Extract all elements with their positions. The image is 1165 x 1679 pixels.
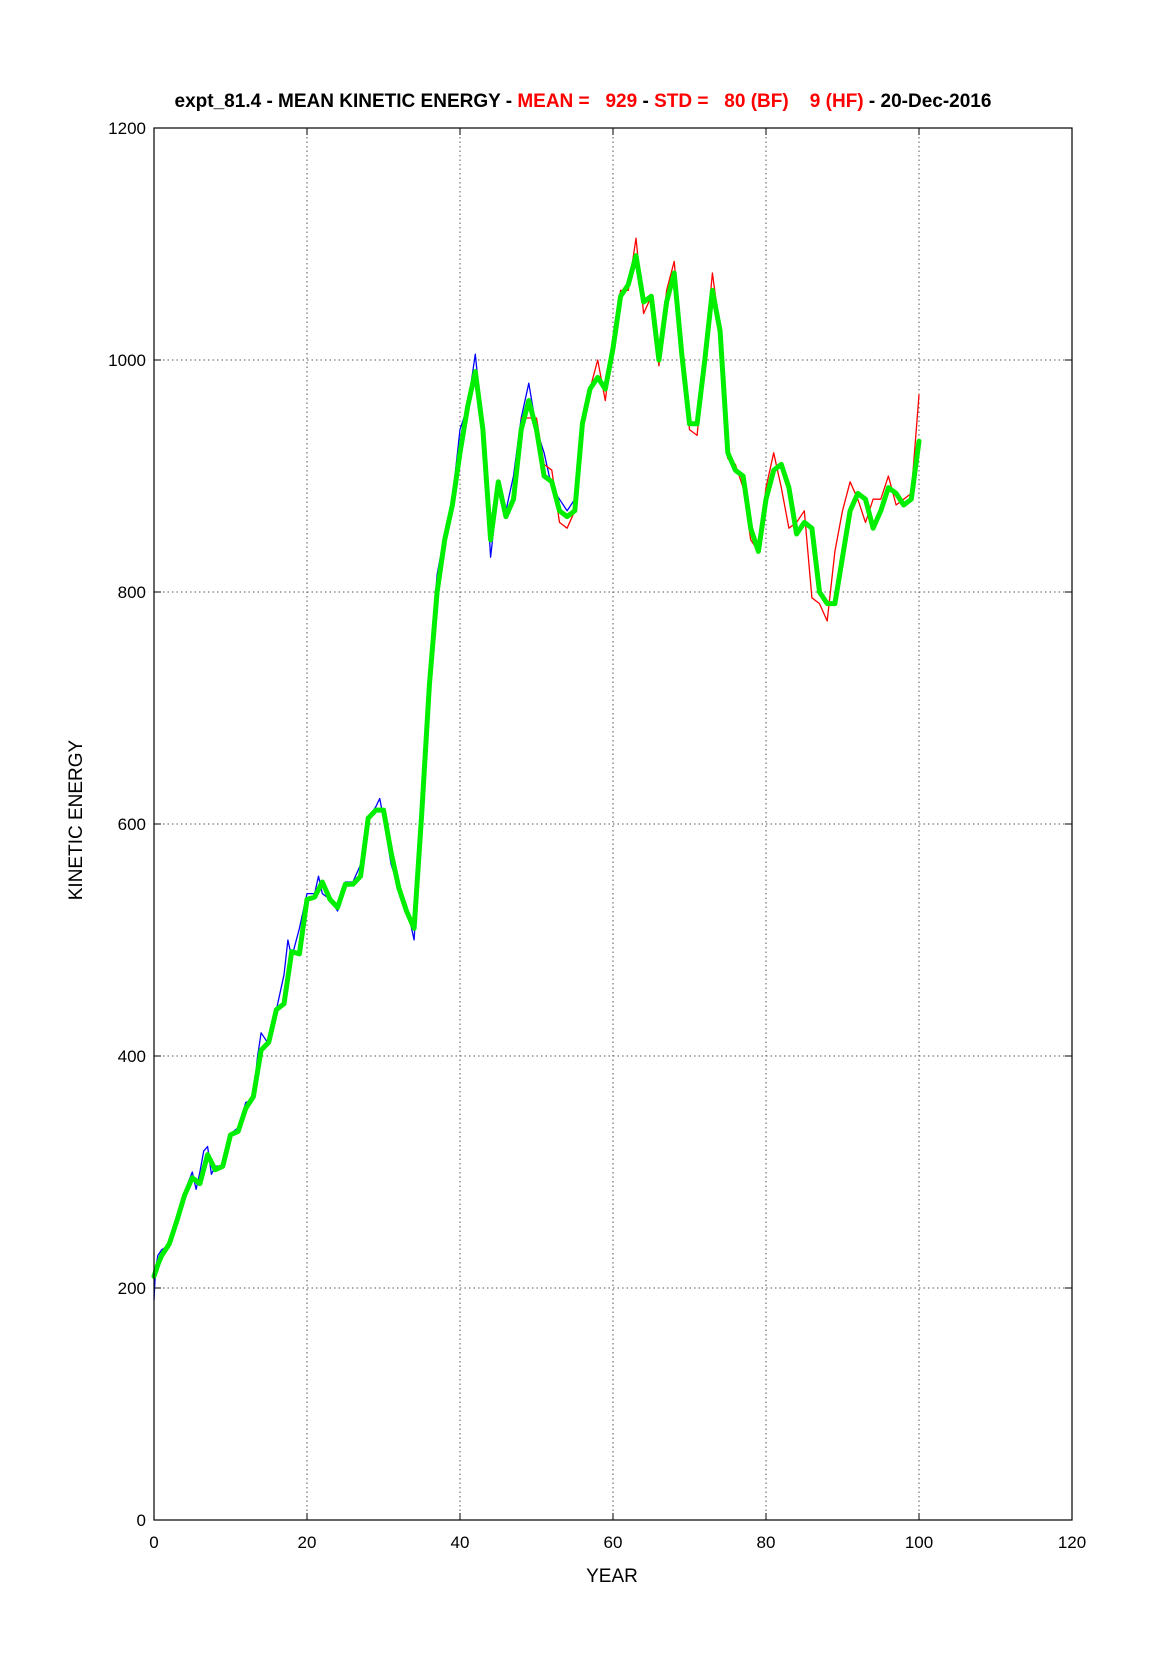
y-axis-label: KINETIC ENERGY (66, 739, 87, 900)
title-separator: - (637, 91, 654, 112)
y-tick-label: 1000 (108, 351, 146, 370)
x-tick-label: 0 (149, 1533, 158, 1552)
x-tick-label: 40 (451, 1533, 470, 1552)
y-tick-label: 600 (118, 815, 146, 834)
x-axis-label: YEAR (586, 1566, 638, 1587)
x-tick-label: 120 (1058, 1533, 1086, 1552)
title-suffix: - 20-Dec-2016 (864, 91, 992, 112)
title-mean: MEAN = 929 (517, 91, 637, 112)
x-tick-label: 100 (905, 1533, 933, 1552)
data-series (151, 237, 922, 1301)
y-tick-label: 1200 (108, 119, 146, 138)
x-tick-label: 80 (757, 1533, 776, 1552)
y-tick-label: 400 (118, 1047, 146, 1066)
x-tick-label: 20 (298, 1533, 317, 1552)
y-tick-label: 0 (137, 1511, 146, 1530)
title-prefix: expt_81.4 - MEAN KINETIC ENERGY - (175, 91, 518, 112)
chart-title: expt_81.4 - MEAN KINETIC ENERGY - MEAN =… (175, 91, 992, 112)
series-line-3 (151, 253, 922, 1279)
title-std: STD = 80 (BF) 9 (HF) (654, 91, 864, 112)
y-tick-label: 800 (118, 583, 146, 602)
y-tick-label: 200 (118, 1279, 146, 1298)
x-tick-label: 60 (604, 1533, 623, 1552)
